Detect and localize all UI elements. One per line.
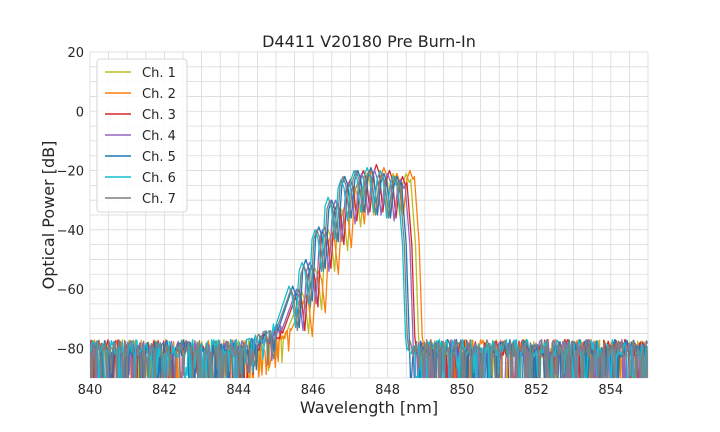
x-tick-label: 844 <box>226 383 251 398</box>
y-tick-label: 0 <box>76 105 84 120</box>
legend-box <box>96 58 188 213</box>
x-tick-label: 848 <box>375 383 400 398</box>
x-tick-label: 854 <box>598 383 623 398</box>
y-tick-label: −60 <box>57 283 84 298</box>
chart-title: D4411 V20180 Pre Burn-In <box>262 32 476 51</box>
legend-entry: Ch. 4 <box>142 129 176 144</box>
x-tick-label: 840 <box>78 383 103 398</box>
legend: Ch. 1 Ch. 2 Ch. 3 Ch. 4 Ch. 5 Ch. 6 Ch. 7 <box>96 58 188 213</box>
series-line-7 <box>90 169 648 378</box>
x-tick-label: 846 <box>301 383 326 398</box>
x-tick-label: 850 <box>450 383 475 398</box>
tick-labels: 840 842 844 846 848 850 852 854 −80 −60 −40 −20 0 20 <box>57 46 624 398</box>
y-tick-label: −80 <box>57 342 84 357</box>
legend-entry: Ch. 2 <box>142 87 176 102</box>
x-tick-label: 852 <box>524 383 549 398</box>
legend-entry: Ch. 6 <box>142 171 176 186</box>
series-layer <box>90 163 648 378</box>
y-tick-label: 20 <box>67 46 84 61</box>
x-tick-label: 842 <box>152 383 177 398</box>
legend-entry: Ch. 3 <box>142 108 176 123</box>
y-tick-label: −20 <box>57 165 84 180</box>
x-axis-label: Wavelength [nm] <box>300 398 438 417</box>
legend-entry: Ch. 5 <box>142 150 176 165</box>
y-tick-label: −40 <box>57 224 84 239</box>
legend-entry: Ch. 1 <box>142 66 176 81</box>
legend-entry: Ch. 7 <box>142 192 176 207</box>
y-axis-label: Optical Power [dB] <box>39 141 58 290</box>
